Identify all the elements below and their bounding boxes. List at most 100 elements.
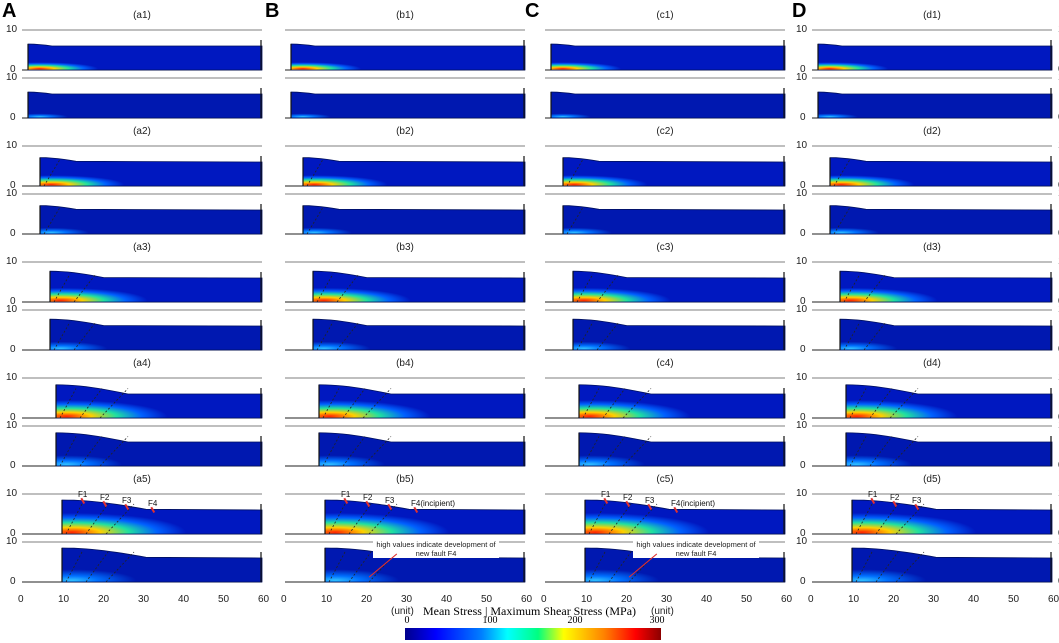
model-stress-field bbox=[839, 318, 1053, 351]
y-tick: 0 bbox=[800, 228, 806, 239]
y-tick: 10 bbox=[6, 372, 18, 383]
shear-stress-panel bbox=[545, 193, 786, 235]
model-stress-field bbox=[829, 157, 1053, 187]
y-tick: 0 bbox=[10, 180, 16, 191]
shear-stress-panel bbox=[812, 193, 1053, 235]
model-stress-field bbox=[290, 43, 526, 71]
model-stress-field bbox=[61, 499, 263, 535]
y-tick: 0 bbox=[10, 112, 16, 123]
fault-line bbox=[849, 436, 867, 467]
model-stress-field bbox=[27, 43, 263, 71]
shear-stress-panel bbox=[22, 193, 263, 235]
y-tick: 0 bbox=[800, 576, 806, 587]
fault-line bbox=[576, 273, 594, 303]
colorbar-title: Mean Stress | Maximum Shear Stress (MPa) bbox=[422, 604, 637, 618]
y-tick: 10 bbox=[6, 488, 18, 499]
colorbar bbox=[405, 628, 661, 640]
y-tick: 10 bbox=[6, 420, 18, 431]
fault-line bbox=[316, 321, 334, 351]
y-tick: 10 bbox=[6, 72, 18, 83]
x-tick: 20 bbox=[98, 594, 110, 605]
note-annotation: high values indicate development of new … bbox=[633, 540, 759, 558]
model-stress-field bbox=[55, 432, 263, 467]
stage-title: (a1) bbox=[133, 10, 151, 21]
shear-stress-panel bbox=[22, 541, 263, 583]
fault-line bbox=[628, 551, 658, 583]
mean-stress-panel bbox=[285, 261, 526, 303]
mean-stress-panel bbox=[285, 145, 526, 187]
x-tick: 50 bbox=[741, 594, 753, 605]
fault-line bbox=[833, 159, 851, 187]
fault-line bbox=[43, 159, 61, 187]
model-stress-field bbox=[318, 384, 526, 419]
fault-annotation: F3 bbox=[122, 496, 132, 505]
fault-line bbox=[362, 436, 392, 467]
model-stress-field bbox=[562, 205, 786, 235]
model-stress-field bbox=[578, 384, 786, 419]
mean-stress-panel bbox=[812, 377, 1053, 419]
fault-line bbox=[73, 273, 97, 303]
fault-line bbox=[843, 273, 861, 303]
model-stress-field bbox=[318, 432, 526, 467]
fault-annotation: F2 bbox=[363, 493, 373, 502]
stage-title: (b3) bbox=[396, 242, 414, 253]
fault-annotation: F3 bbox=[385, 496, 395, 505]
y-tick: 10 bbox=[796, 420, 808, 431]
shear-stress-panel bbox=[22, 309, 263, 351]
fault-line bbox=[328, 551, 346, 583]
stage-title: (d3) bbox=[923, 242, 941, 253]
fault-line bbox=[336, 273, 360, 303]
column-label: B bbox=[265, 0, 280, 22]
x-tick: 0 bbox=[808, 594, 814, 605]
fault-line bbox=[336, 321, 360, 351]
model-stress-field bbox=[584, 499, 786, 535]
x-tick: 10 bbox=[321, 594, 333, 605]
y-tick: 0 bbox=[800, 296, 806, 307]
model-stress-field bbox=[55, 384, 263, 419]
model-stress-field bbox=[49, 318, 263, 351]
x-tick: 40 bbox=[441, 594, 453, 605]
x-tick: 10 bbox=[58, 594, 70, 605]
fault-line bbox=[105, 551, 135, 583]
mean-stress-panel bbox=[812, 145, 1053, 187]
fault-line bbox=[59, 436, 77, 467]
model-stress-field bbox=[562, 157, 786, 187]
fault-line bbox=[322, 436, 340, 467]
fault-line bbox=[73, 321, 97, 351]
stage-title: (c2) bbox=[656, 126, 674, 137]
fault-line bbox=[596, 273, 620, 303]
mean-stress-panel bbox=[22, 29, 263, 71]
stage-title: (a4) bbox=[133, 358, 151, 369]
fault-line bbox=[622, 388, 652, 419]
stage-title: (b1) bbox=[396, 10, 414, 21]
stage-title: (d1) bbox=[923, 10, 941, 21]
stage-title: (b5) bbox=[396, 474, 414, 485]
y-tick: 0 bbox=[10, 412, 16, 423]
y-tick: 10 bbox=[796, 72, 808, 83]
model-stress-field bbox=[845, 384, 1053, 419]
shear-stress-panel bbox=[22, 425, 263, 467]
stage-title: (c5) bbox=[656, 474, 674, 485]
y-tick: 10 bbox=[796, 256, 808, 267]
y-tick: 10 bbox=[6, 256, 18, 267]
model-stress-field bbox=[27, 91, 263, 119]
stage-title: (a2) bbox=[133, 126, 151, 137]
colorbar-tick: 100 bbox=[482, 615, 498, 626]
y-tick: 10 bbox=[6, 24, 18, 35]
fault-line bbox=[316, 273, 334, 303]
shear-stress-panel bbox=[812, 425, 1053, 467]
stage-title: (c1) bbox=[656, 10, 674, 21]
y-tick: 0 bbox=[800, 344, 806, 355]
fault-annotation: F3 bbox=[645, 496, 655, 505]
fault-line bbox=[65, 551, 83, 583]
fault-line bbox=[65, 503, 83, 535]
x-tick: 40 bbox=[178, 594, 190, 605]
model-stress-field bbox=[302, 157, 526, 187]
x-tick: 30 bbox=[661, 594, 673, 605]
model-stress-field bbox=[572, 318, 786, 351]
y-tick: 0 bbox=[800, 460, 806, 471]
column-label: C bbox=[525, 0, 540, 22]
fault-annotation: F1 bbox=[601, 490, 611, 499]
mean-stress-panel bbox=[22, 145, 263, 187]
model-stress-field bbox=[572, 270, 786, 303]
